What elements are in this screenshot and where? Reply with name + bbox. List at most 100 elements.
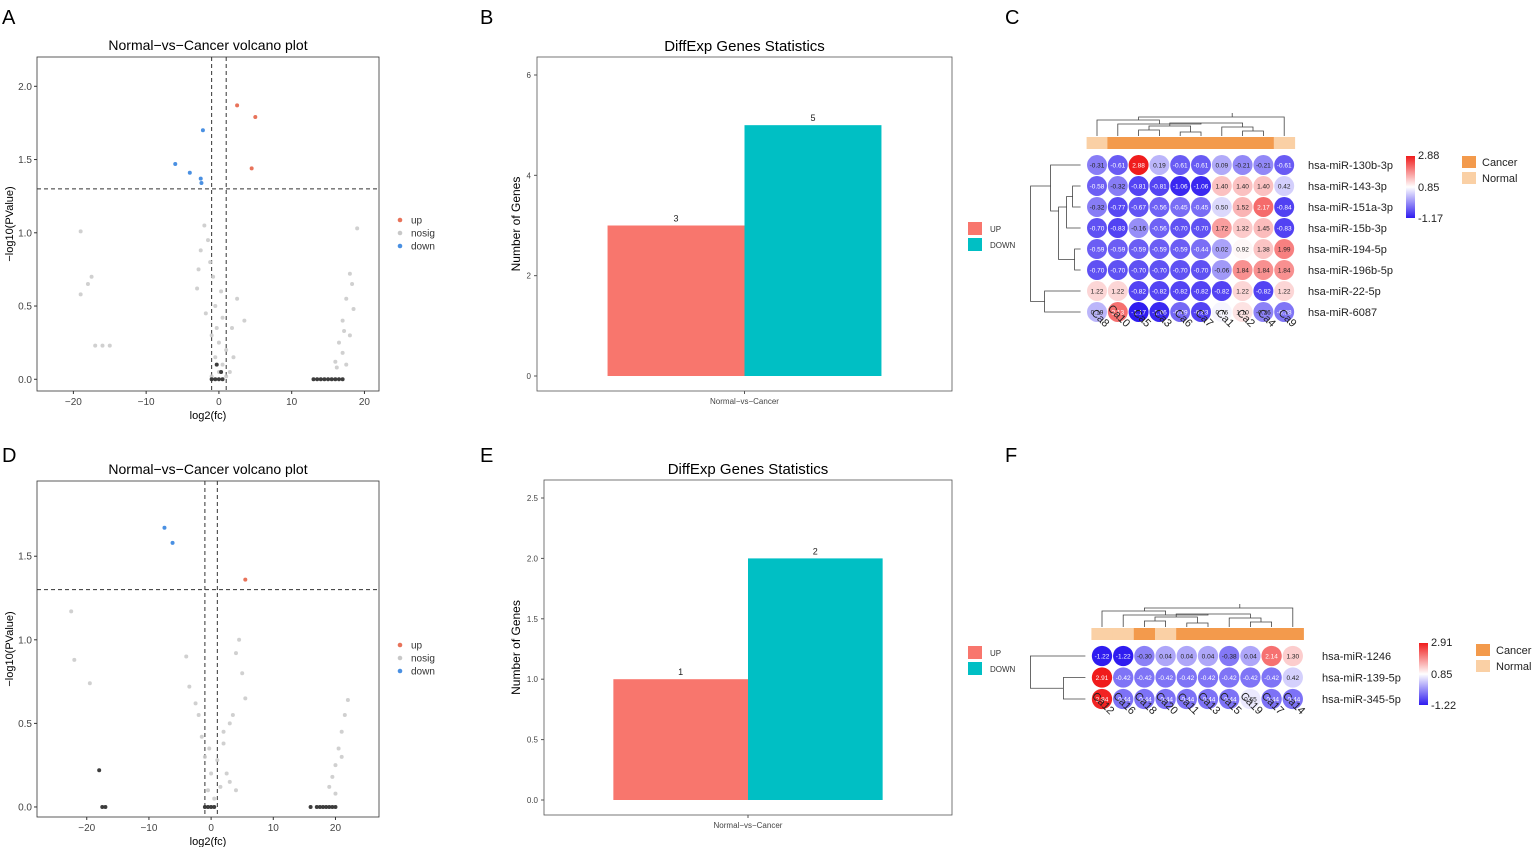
heatmap-cell-c (1087, 260, 1107, 280)
heatmap-cell-value-c: 1.45 (1257, 226, 1270, 233)
point-nosig-d (243, 696, 248, 701)
panel-letter-f: F (1005, 445, 1017, 467)
heatmap-cell-c (1274, 155, 1295, 175)
x-tick-label-a: 20 (359, 397, 371, 408)
heatmap-cell-f (1134, 688, 1155, 710)
heatmap-cell-c (1087, 176, 1107, 196)
heatmap-cell-f (1261, 688, 1282, 710)
heatmap-cell-c (1149, 176, 1170, 196)
heatmap-cell-value-f: -0.42 (1201, 675, 1216, 682)
point-nosig-a (208, 260, 213, 265)
heatmap-cell-c (1107, 260, 1128, 280)
heatmap-cell-value-c: 1.22 (1111, 289, 1124, 296)
heatmap-cell-value-c: -0.61 (1194, 163, 1209, 170)
point-nosig-d (206, 788, 210, 793)
heatmap-cell-value-f: -0.42 (1179, 675, 1194, 682)
group-annotation-cell-f (1176, 628, 1198, 640)
row-label-c: hsa-miR-194-5p (1308, 244, 1387, 256)
point-nosig-dark-a (213, 377, 218, 382)
heatmap-cell-f (1091, 688, 1113, 710)
heatmap-cell-value-c: -0.70 (1152, 268, 1167, 275)
group-annotation-cell-f (1155, 628, 1177, 640)
heatmap-cell-value-c: 1.99 (1278, 247, 1291, 254)
heatmap-cell-value-f: 0.42 (1286, 675, 1299, 682)
column-dendrogram-f (1101, 604, 1294, 627)
point-nosig-d (69, 609, 74, 614)
legend-label-up-a: up (411, 216, 423, 227)
heatmap-cell-value-c: -0.59 (1173, 247, 1188, 254)
panel-d-volcano-plot: Normal−vs−Cancer volcano plot −20 −10 0 10 20… (4, 461, 435, 847)
heatmap-cell-c (1170, 197, 1191, 217)
row-label-c: hsa-miR-130b-3p (1308, 160, 1393, 172)
column-dendrogram-c (1096, 113, 1285, 136)
point-nosig-a (342, 328, 347, 333)
legend-dot-nosig-d (397, 655, 403, 661)
point-nosig-d (240, 671, 245, 676)
point-nosig-a (242, 318, 247, 323)
color-scale-label-f: 0.85 (1431, 669, 1452, 681)
heatmap-cell-c (1253, 176, 1274, 196)
point-nosig-d (233, 788, 238, 793)
point-nosig-d (224, 771, 229, 776)
legend-label-up-e: UP (990, 649, 1001, 658)
point-nosig-a (214, 326, 219, 331)
bar-down-b (744, 125, 882, 377)
row-dendrogram-c (1030, 164, 1081, 313)
heatmap-cell-f (1155, 667, 1176, 688)
heatmap-cell-value-c: -0.16 (1131, 226, 1146, 233)
group-annotation-cell-f (1261, 628, 1283, 640)
point-nosig-a (344, 296, 349, 301)
heatmap-cell-f (1155, 688, 1176, 710)
point-nosig-a (220, 362, 225, 367)
bar-value-label-down-e: 2 (813, 546, 818, 556)
heatmap-cell-c (1211, 302, 1232, 322)
row-label-c: hsa-miR-196b-5p (1308, 265, 1393, 277)
panel-letter-b: B (480, 7, 493, 29)
point-nosig-dark-d (321, 804, 326, 809)
heatmap-cell-value-c: -1.17 (1131, 310, 1146, 317)
heatmap-cell-c (1087, 197, 1107, 217)
heatmap-cell-c (1253, 281, 1274, 301)
point-nosig-d (339, 729, 344, 734)
y-tick-label-d: 1.5 (18, 552, 32, 563)
heatmap-cell-value-c: -0.77 (1110, 205, 1125, 212)
group-annotation-cell-c (1128, 137, 1150, 149)
heatmap-cell-c (1128, 281, 1149, 301)
heatmap-cell-c (1087, 239, 1107, 259)
heatmap-cell-value-c: -0.70 (1194, 226, 1209, 233)
heatmap-cell-c (1087, 218, 1107, 238)
heatmap-cell-value-c: -0.21 (1235, 163, 1250, 170)
heatmap-cell-value-c: 1.72 (1215, 226, 1228, 233)
y-tick-label-e: 0.5 (527, 736, 539, 745)
point-nosig-a (334, 365, 339, 370)
heatmap-cell-value-c: -0.32 (1090, 205, 1105, 212)
y-tick-label-e: 0.0 (527, 796, 539, 805)
heatmap-cell-value-c: -0.82 (1152, 289, 1167, 296)
group-annotation-cell-c (1086, 137, 1108, 149)
y-tick-label-a: 1.5 (18, 155, 32, 166)
point-nosig-dark-a (214, 362, 219, 367)
heatmap-cell-c (1274, 239, 1295, 259)
point-nosig-a (198, 248, 203, 253)
heatmap-cell-value-c: 1.10 (1236, 310, 1249, 317)
heatmap-cell-value-c: -0.83 (1194, 310, 1209, 317)
point-nosig-dark-d (330, 804, 335, 809)
heatmap-cell-value-f: -1.22 (1095, 654, 1110, 661)
heatmap-cell-c (1191, 155, 1211, 175)
heatmap-cell-f (1219, 667, 1240, 688)
heatmap-cell-f (1240, 667, 1261, 688)
legend-swatch-down-e (968, 662, 982, 675)
heatmap-cell-value-c: 1.84 (1236, 268, 1249, 275)
point-nosig-a (85, 282, 90, 287)
legend-label-down-b: DOWN (990, 241, 1016, 250)
legend-label-up-d: up (411, 641, 423, 652)
panel-e-bar-chart: DiffExp Genes Statistics 0.0 0.5 1.0 1.5 2.0 2… (509, 461, 1016, 830)
heatmap-cell-value-f: -0.42 (1158, 675, 1173, 682)
heatmap-cell-value-f: -0.44 (1264, 697, 1279, 704)
heatmap-cell-c (1274, 218, 1295, 238)
panel-letter-d: D (2, 445, 16, 467)
point-nosig-d (221, 741, 226, 746)
heatmap-cell-c (1211, 155, 1232, 175)
heatmap-cell-value-c: -0.82 (1173, 289, 1188, 296)
point-nosig-d (342, 713, 347, 718)
